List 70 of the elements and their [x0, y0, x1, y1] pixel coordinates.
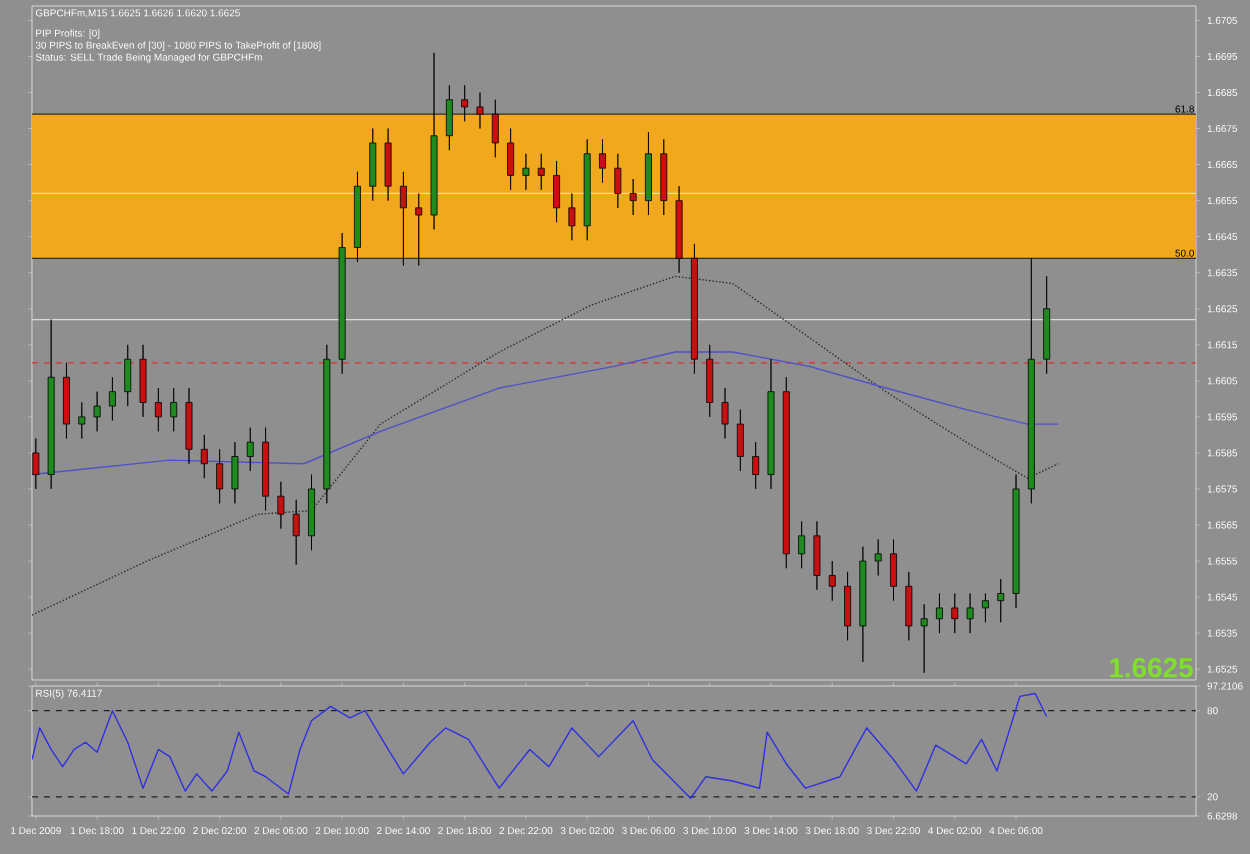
candlestick: [246, 427, 254, 472]
candlestick: [721, 387, 729, 439]
candlestick: [399, 171, 407, 266]
candlestick: [170, 387, 178, 432]
candlestick: [292, 499, 300, 566]
candlestick: [935, 593, 943, 634]
candlestick: [415, 193, 423, 266]
candlestick: [614, 153, 622, 209]
candlestick: [63, 362, 70, 439]
candlestick: [629, 178, 637, 216]
candlestick: [874, 539, 882, 576]
candlestick: [583, 138, 591, 241]
candlestick: [1043, 275, 1051, 375]
candlestick: [645, 131, 652, 216]
candlestick: [445, 84, 453, 151]
candlestick: [782, 376, 790, 569]
candlestick: [981, 593, 989, 623]
annotation: 1.6625: [1110, 657, 1193, 678]
candlestick: [537, 153, 545, 191]
candlestick: [660, 138, 668, 216]
candlestick: [507, 128, 515, 191]
candlestick: [185, 387, 193, 465]
candlestick: [736, 409, 744, 472]
line-series: [32, 275, 1059, 616]
candlestick: [1027, 257, 1035, 504]
candlestick: [78, 402, 86, 439]
candlestick: [262, 427, 270, 511]
candlestick: [813, 521, 821, 591]
candlestick: [139, 344, 147, 418]
candlestick: [47, 319, 55, 490]
line-series: [32, 692, 1048, 799]
candlestick: [216, 448, 224, 504]
candlestick: [920, 603, 928, 674]
candlestick: [690, 243, 698, 375]
candlestick: [905, 571, 913, 641]
candlestick: [231, 441, 239, 504]
candlestick: [476, 92, 484, 129]
candlestick: [1012, 474, 1020, 609]
candlestick: [354, 171, 361, 263]
candlestick: [108, 376, 116, 421]
candlestick: [844, 571, 852, 641]
candlestick: [308, 474, 315, 551]
candlestick: [997, 578, 1005, 623]
candlestick: [890, 539, 897, 602]
candlestick: [369, 128, 377, 202]
candlestick: [323, 344, 331, 504]
candlestick: [599, 138, 606, 184]
candlestick: [461, 84, 469, 122]
candlestick: [384, 128, 392, 202]
candlestick: [124, 344, 132, 407]
candlestick: [828, 560, 836, 602]
candlestick: [154, 387, 162, 432]
candlestick: [675, 185, 683, 274]
candlestick: [752, 441, 760, 490]
candlestick: [338, 232, 346, 375]
candlestick: [522, 153, 530, 191]
candlestick: [553, 160, 561, 223]
candlestick: [277, 481, 285, 530]
candlestick: [430, 52, 438, 230]
candlestick: [568, 193, 576, 241]
candlestick: [706, 344, 714, 418]
candlestick: [798, 521, 806, 569]
candlestick: [951, 593, 959, 634]
candlestick: [200, 434, 208, 479]
candlestick: [966, 593, 974, 634]
candlestick: [93, 391, 101, 432]
candlestick: [491, 99, 499, 158]
candlestick: [32, 438, 40, 490]
candlestick: [767, 358, 775, 490]
candlestick: [859, 546, 867, 663]
